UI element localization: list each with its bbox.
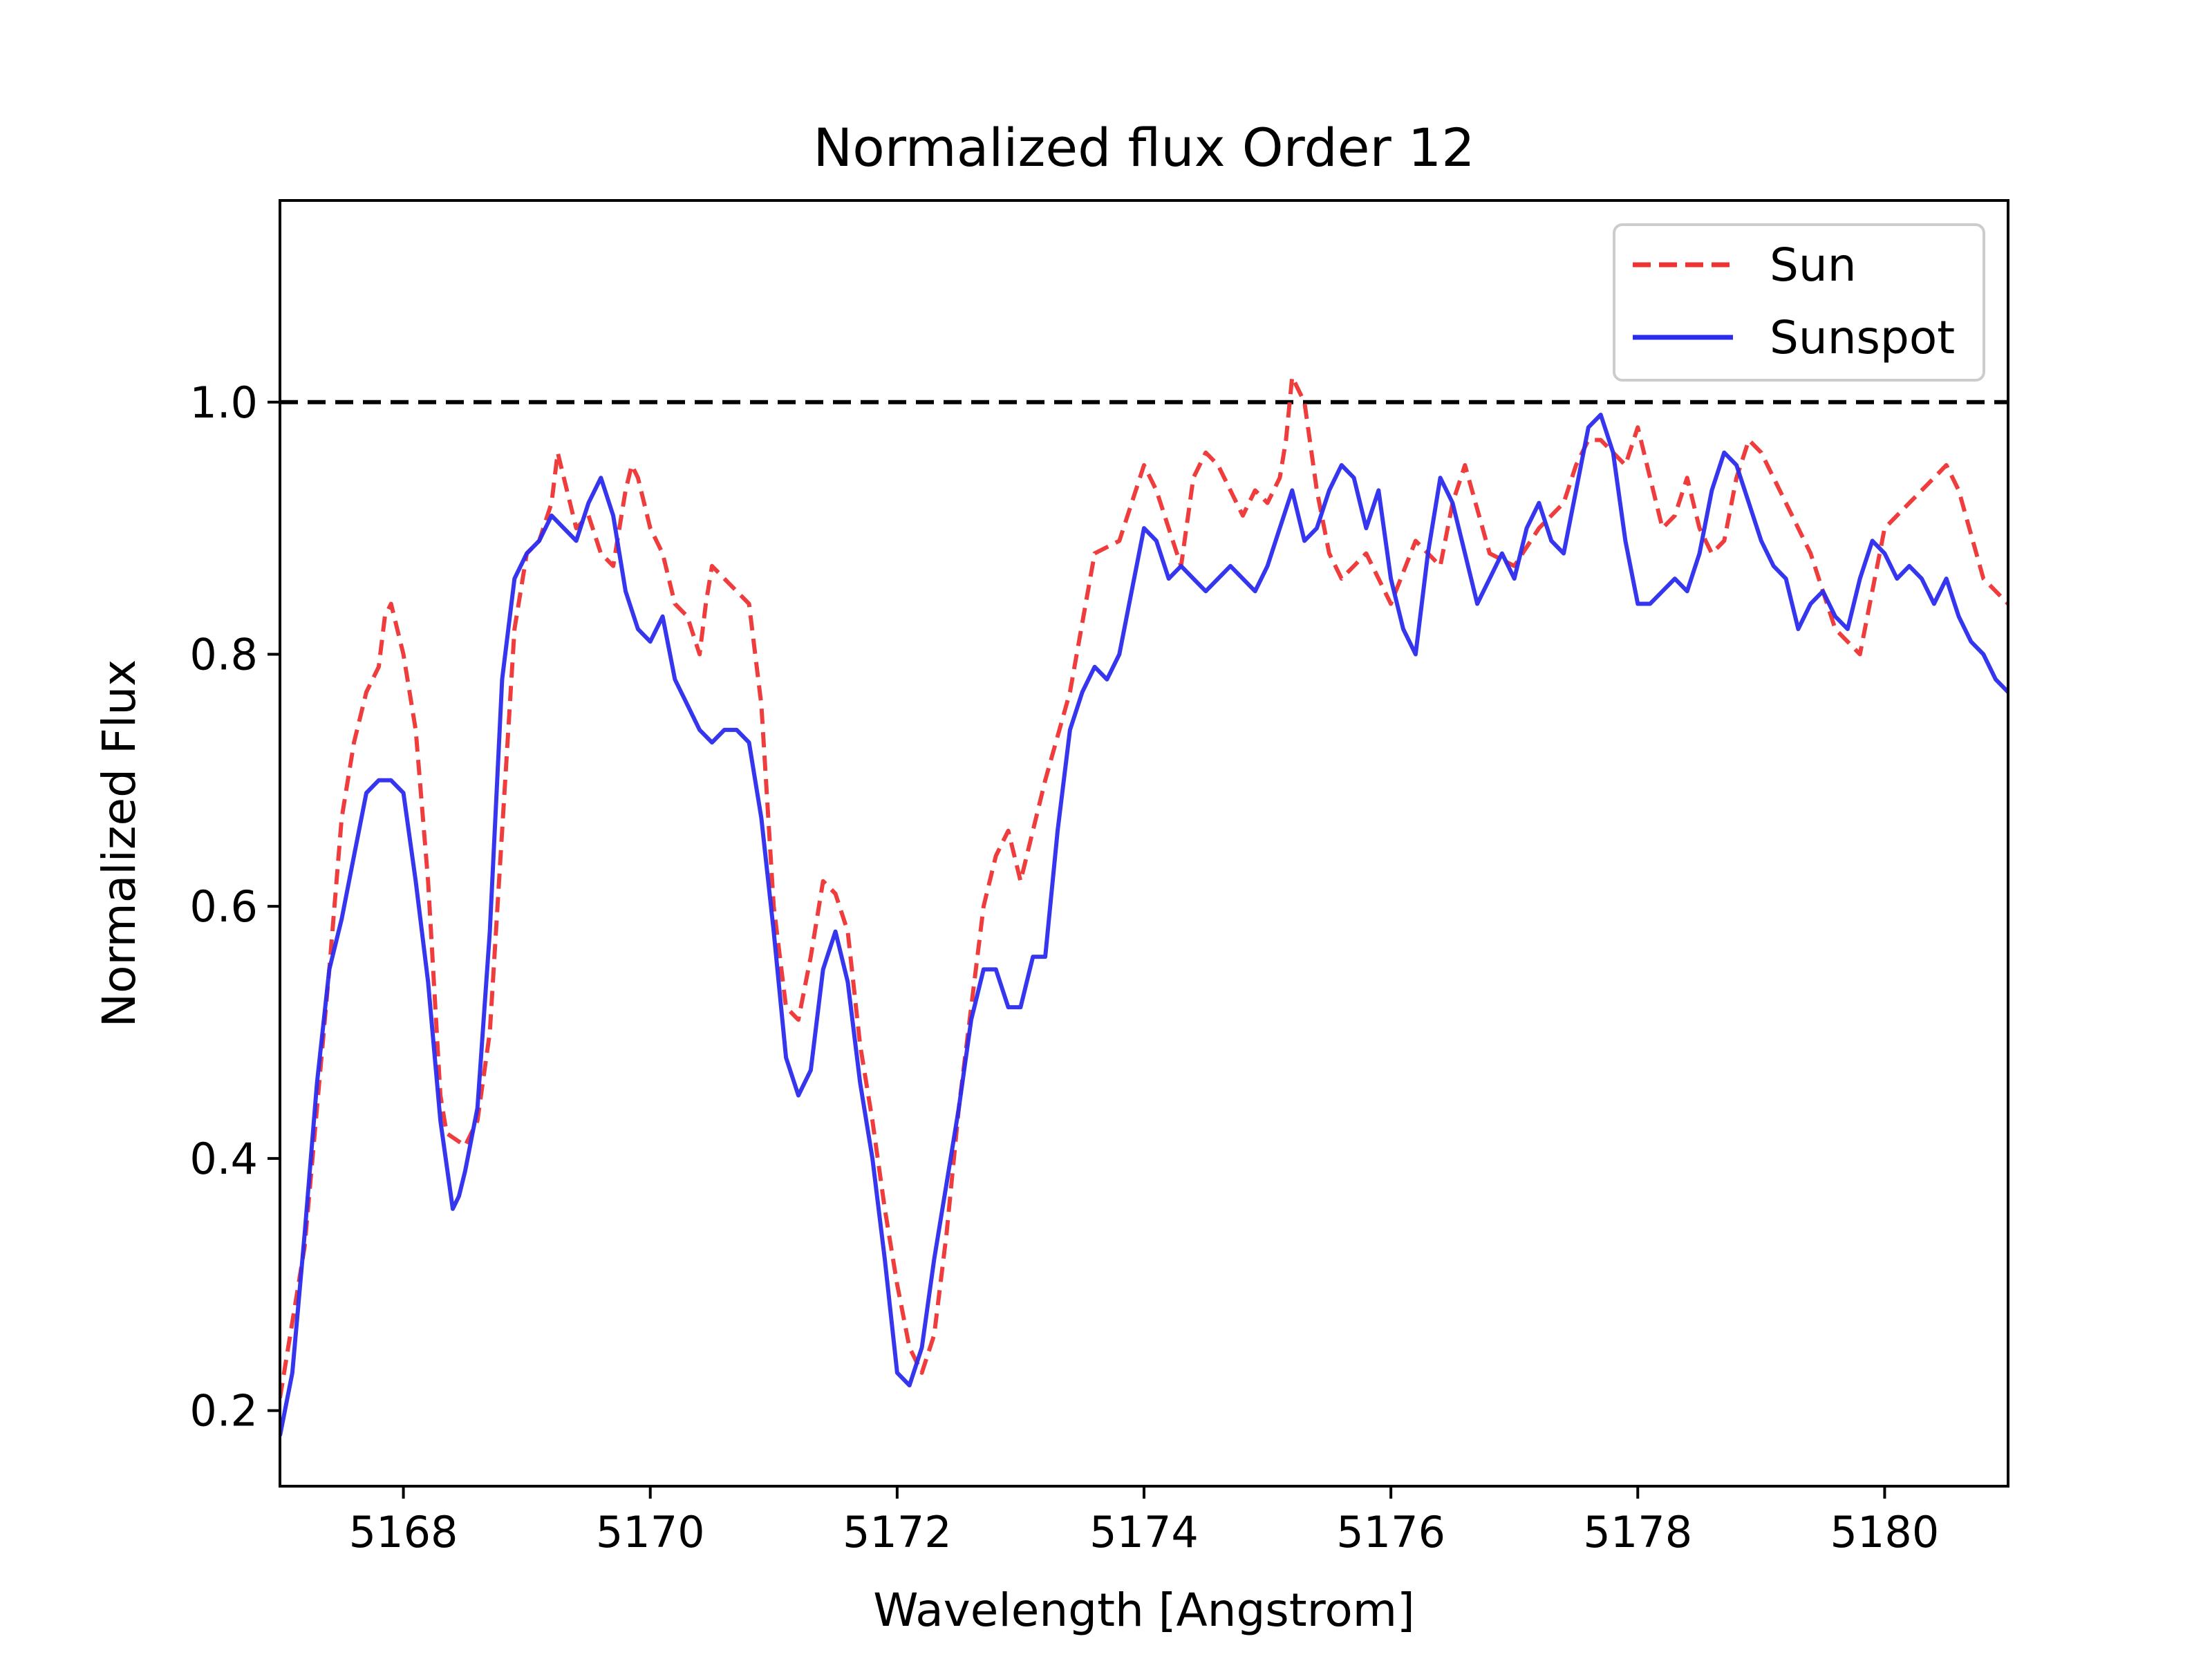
- legend-sun-label: Sun: [1770, 238, 1857, 292]
- y-axis-label: Normalized Flux: [93, 659, 146, 1027]
- plot-frame: [279, 199, 2009, 1488]
- x-tick-label: 5174: [1089, 1507, 1199, 1557]
- legend-sunspot-label: Sunspot: [1770, 311, 1955, 364]
- plot-area: [279, 199, 2009, 1488]
- x-axis: 5168 5170 5172 5174 5176 5178 5180: [349, 1486, 1940, 1557]
- x-tick-label: 5168: [349, 1507, 458, 1557]
- y-axis: 0.2 0.4 0.6 0.8 1.0: [189, 377, 280, 1436]
- x-tick-label: 5170: [596, 1507, 705, 1557]
- series-layer: [280, 375, 2008, 1436]
- y-tick-label: 0.6: [189, 881, 258, 932]
- legend: Sun Sunspot: [1613, 223, 1985, 382]
- legend-box: [1613, 223, 1985, 382]
- x-tick-label: 5176: [1336, 1507, 1445, 1557]
- x-tick-label: 5180: [1830, 1507, 1940, 1557]
- x-axis-label: Wavelength [Angstrom]: [873, 1584, 1415, 1637]
- y-tick-label: 0.8: [189, 629, 258, 679]
- y-tick-label: 1.0: [189, 377, 258, 428]
- y-tick-label: 0.4: [189, 1134, 258, 1184]
- series-line-sunspot: [280, 413, 2008, 1436]
- x-tick-label: 5178: [1583, 1507, 1692, 1557]
- chart-title: Normalized flux Order 12: [813, 117, 1474, 178]
- y-tick-label: 0.2: [189, 1386, 258, 1436]
- x-tick-label: 5172: [843, 1507, 952, 1557]
